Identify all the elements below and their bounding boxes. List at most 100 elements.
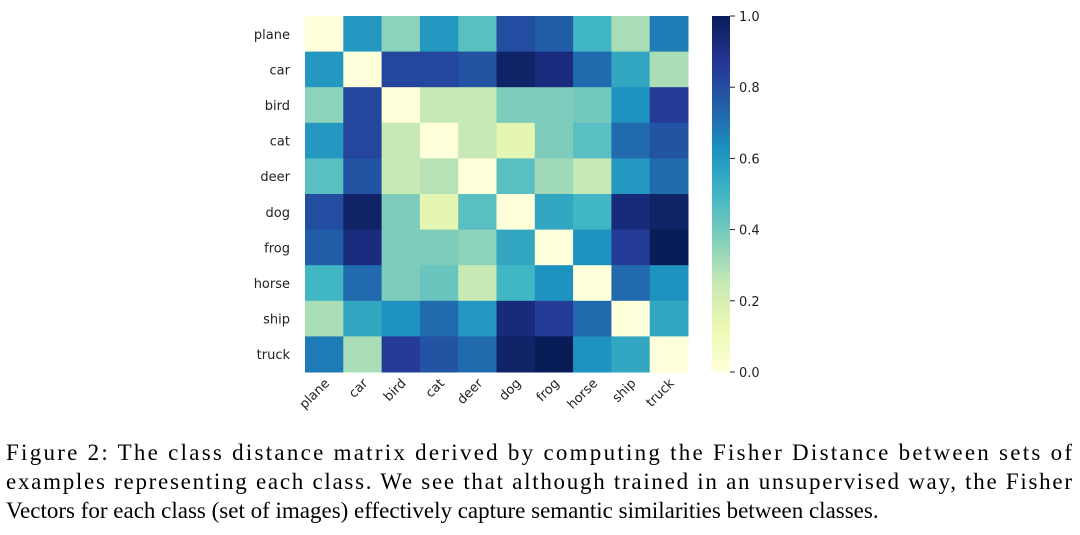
- heatmap-cell: [573, 265, 612, 302]
- heatmap-cell: [496, 16, 536, 53]
- heatmap-cell: [573, 122, 612, 159]
- colorbar-tick-label: 0.6: [739, 152, 760, 167]
- heatmap-cell: [534, 336, 574, 373]
- heatmap-cell: [419, 229, 459, 266]
- heatmap-cell: [649, 122, 689, 159]
- heatmap-cell: [611, 16, 651, 53]
- heatmap-cell: [534, 87, 574, 124]
- heatmap-cell: [496, 265, 536, 302]
- heatmap-cell: [534, 158, 574, 195]
- heatmap-cell: [458, 300, 497, 337]
- heatmap-cell: [458, 51, 497, 88]
- y-tick-label: deer: [260, 170, 290, 185]
- heatmap-cell: [573, 158, 612, 195]
- x-tick-label: horse: [565, 376, 601, 412]
- heatmap-cell: [649, 300, 689, 337]
- heatmap-cell: [419, 300, 459, 337]
- heatmap-cell: [305, 122, 344, 159]
- y-tick-label: cat: [270, 135, 290, 150]
- heatmap-cell: [649, 229, 689, 266]
- y-tick-label: car: [270, 63, 291, 78]
- heatmap-cell: [343, 16, 383, 53]
- x-tick-label: bird: [381, 376, 409, 404]
- heatmap-cell: [534, 265, 574, 302]
- heatmap-cell: [419, 87, 459, 124]
- heatmap-cell: [496, 194, 536, 231]
- heatmap-cell: [343, 194, 383, 231]
- heatmap-cell: [649, 194, 689, 231]
- colorbar-tick-label: 0.8: [739, 81, 760, 96]
- x-tick-label: car: [346, 376, 372, 402]
- heatmap-cell: [611, 300, 651, 337]
- heatmap-cell: [534, 194, 574, 231]
- heatmap-cell: [496, 158, 536, 195]
- colorbar-tick-label: 0.4: [739, 224, 760, 239]
- heatmap-cell: [534, 122, 574, 159]
- y-tick-label: truck: [257, 348, 291, 363]
- heatmap-cell: [381, 87, 421, 124]
- heatmap-cell: [381, 16, 421, 53]
- heatmap-cell: [496, 87, 536, 124]
- heatmap-cell: [458, 194, 497, 231]
- heatmap-cell: [343, 300, 383, 337]
- heatmap-cell: [381, 122, 421, 159]
- heatmap-cell: [381, 158, 421, 195]
- heatmap-cell: [458, 122, 497, 159]
- caption-line: Vectors for each class (set of images) e…: [6, 498, 879, 523]
- x-tick-label: frog: [534, 376, 563, 405]
- heatmap-cell: [573, 300, 612, 337]
- heatmap-cell: [343, 265, 383, 302]
- heatmap-cell: [381, 229, 421, 266]
- x-tick-label: truck: [643, 376, 678, 411]
- y-tick-label: frog: [264, 241, 290, 256]
- heatmap-cell: [496, 300, 536, 337]
- heatmap-cell: [305, 265, 344, 302]
- heatmap-cell: [381, 336, 421, 373]
- heatmap-cell: [458, 265, 497, 302]
- heatmap-cell: [534, 300, 574, 337]
- heatmap-cell: [419, 16, 459, 53]
- heatmap-cell: [419, 158, 459, 195]
- heatmap-cell: [611, 122, 651, 159]
- heatmap-cell: [305, 194, 344, 231]
- heatmap-cell: [573, 336, 612, 373]
- heatmap-cell: [305, 158, 344, 195]
- heatmap-cell: [343, 336, 383, 373]
- heatmap-cell: [496, 122, 536, 159]
- heatmap-cell: [611, 87, 651, 124]
- heatmap-cell: [534, 51, 574, 88]
- heatmap-cell: [419, 122, 459, 159]
- heatmap-cell: [305, 87, 344, 124]
- x-tick-label: ship: [610, 376, 640, 406]
- colorbar-tick-label: 1.0: [739, 10, 760, 25]
- heatmap-cell: [343, 122, 383, 159]
- heatmap-cell: [573, 229, 612, 266]
- heatmap-cell: [419, 194, 459, 231]
- heatmap-cell: [458, 87, 497, 124]
- x-tick-label: deer: [455, 376, 487, 408]
- heatmap-cell: [611, 265, 651, 302]
- heatmap-cell: [305, 336, 344, 373]
- heatmap-cell: [611, 194, 651, 231]
- heatmap-cell: [573, 16, 612, 53]
- heatmap-cell: [419, 51, 459, 88]
- heatmap-cell: [649, 158, 689, 195]
- colorbar: [712, 16, 730, 372]
- x-tick-label: cat: [423, 376, 448, 401]
- heatmap-cell: [305, 16, 344, 53]
- heatmap-cell: [343, 229, 383, 266]
- heatmap-cell: [305, 229, 344, 266]
- heatmap-cell: [534, 16, 574, 53]
- heatmap-cell: [611, 158, 651, 195]
- heatmap-cell: [419, 265, 459, 302]
- heatmap-cell: [458, 158, 497, 195]
- y-tick-label: horse: [254, 277, 290, 292]
- caption-line: Figure 2: The class distance matrix deri…: [6, 440, 1072, 465]
- heatmap-cell: [381, 51, 421, 88]
- heatmap-cell: [649, 336, 689, 373]
- heatmap-cell: [611, 51, 651, 88]
- x-tick-label: dog: [497, 376, 525, 404]
- colorbar-tick-label: 0.0: [739, 366, 760, 381]
- heatmap-cell: [381, 265, 421, 302]
